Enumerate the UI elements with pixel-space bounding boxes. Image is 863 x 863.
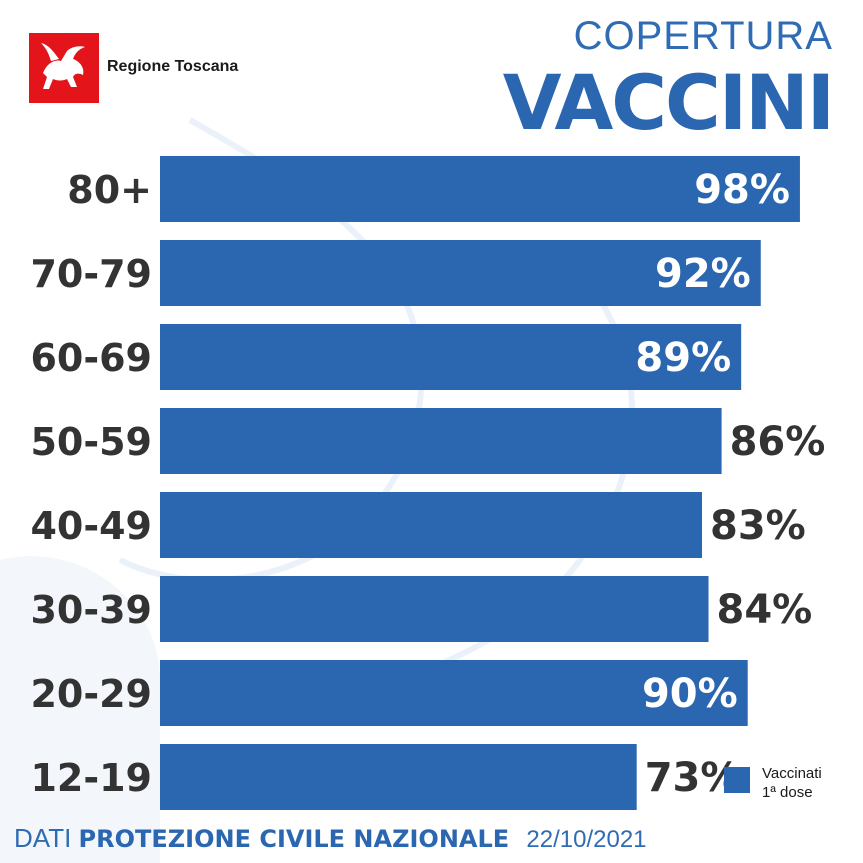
bar-40-49: [160, 492, 702, 558]
bar-20-29: [160, 660, 748, 726]
bar-30-39: [160, 576, 709, 642]
category-label-50-59: 50-59: [30, 420, 152, 464]
category-label-20-29: 20-29: [30, 672, 152, 716]
chart-title-big: VACCINI: [502, 58, 835, 147]
legend-label-line2: 1ª dose: [762, 784, 813, 801]
regione-toscana-logo: [29, 33, 99, 103]
legend-swatch: [724, 767, 750, 793]
value-label-70-79: 92%: [655, 251, 751, 297]
category-label-80+: 80+: [67, 168, 152, 212]
value-label-40-49: 83%: [710, 503, 806, 549]
bar-80+: [160, 156, 800, 222]
value-label-30-39: 84%: [717, 587, 813, 633]
category-label-70-79: 70-79: [30, 252, 152, 296]
bar-50-59: [160, 408, 722, 474]
value-label-20-29: 90%: [642, 671, 738, 717]
chart-title-small: COPERTURA: [573, 14, 833, 58]
bar-12-19: [160, 744, 637, 810]
value-label-60-69: 89%: [635, 335, 731, 381]
footer-date: 22/10/2021: [526, 826, 647, 853]
category-label-12-19: 12-19: [30, 756, 152, 800]
bar-60-69: [160, 324, 742, 390]
legend-label: Vaccinati 1ª dose: [762, 764, 862, 802]
winged-horse-icon: [29, 33, 99, 103]
footer-prefix: DATI: [14, 823, 72, 853]
footer-source: DATI PROTEZIONE CIVILE NAZIONALE 22/10/2…: [14, 823, 647, 854]
region-name: Regione Toscana: [107, 58, 239, 75]
legend-label-line1: Vaccinati: [762, 765, 822, 782]
category-label-30-39: 30-39: [30, 588, 152, 632]
bar-70-79: [160, 240, 761, 306]
footer-source-name: PROTEZIONE CIVILE NAZIONALE: [78, 825, 510, 853]
value-label-80+: 98%: [694, 167, 790, 213]
value-label-50-59: 86%: [730, 419, 826, 465]
category-label-60-69: 60-69: [30, 336, 152, 380]
category-label-40-49: 40-49: [30, 504, 152, 548]
